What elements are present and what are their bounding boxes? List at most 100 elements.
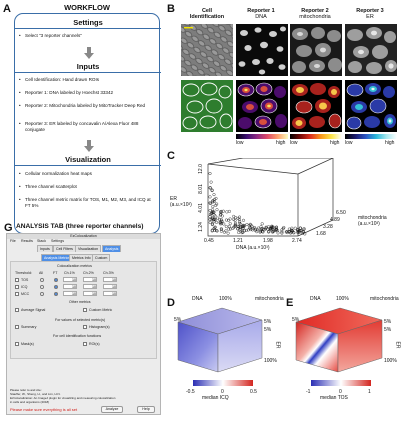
- icq-all-radio[interactable]: [40, 285, 44, 289]
- dna-tick-label: 2.74: [292, 238, 302, 244]
- mito-tick-label: 6.50: [336, 210, 346, 216]
- scatter-point: [256, 228, 260, 232]
- col-title-reporter-1: Reporter 1 DNA: [247, 8, 275, 20]
- average-signal-checkbox[interactable]: [15, 308, 19, 312]
- scatter-point: [208, 201, 212, 205]
- er-heatmap-image: [345, 80, 397, 132]
- scatter-point: [208, 186, 212, 190]
- icq-legend-mid: 0: [221, 389, 224, 395]
- summary-checkbox[interactable]: [15, 325, 19, 329]
- icq-ch2-field[interactable]: 10: [83, 284, 97, 289]
- scatter-point: [289, 228, 293, 232]
- selected-metrics-label: For values of selected metric(s): [55, 318, 106, 322]
- scatter-point: [212, 218, 216, 222]
- top-tick-label: 5%: [292, 317, 300, 323]
- analyze-button[interactable]: Analyze: [101, 406, 123, 413]
- menu-results[interactable]: Results: [21, 239, 33, 243]
- menu-stack[interactable]: Stack: [37, 239, 46, 243]
- histogram-label: Histogram(s): [89, 325, 110, 329]
- icq-legend-max: 0.5: [250, 389, 257, 395]
- tos-ch2-field[interactable]: 10: [83, 277, 97, 282]
- tos-legend-min: -1: [306, 389, 311, 395]
- citation-line: Stauffer, W., Sheng, H., and Lim, H.N.: [10, 392, 61, 396]
- colorbar-low-label: low: [236, 140, 244, 146]
- scatter-point: [232, 217, 236, 221]
- help-button[interactable]: Help: [137, 406, 155, 413]
- dna-heatmap-image: [236, 80, 288, 132]
- analysis-tab-title: ANALYSIS TAB (three reporter channels): [16, 223, 144, 230]
- top-tick-label: 5%: [384, 319, 392, 325]
- scatter-point: [210, 188, 214, 192]
- scatter-point: [208, 215, 212, 219]
- subtab-metrics-info[interactable]: Metrics Info: [69, 254, 94, 261]
- icq-legend-title: median ICQ: [202, 395, 229, 401]
- mask-label: Mask(s): [21, 342, 34, 346]
- menu-settings[interactable]: Settings: [51, 239, 64, 243]
- visualization-item: Cellular normalization heat maps: [19, 171, 157, 177]
- scatter-point: [238, 220, 242, 224]
- average-signal-label: Average Signal: [21, 308, 46, 312]
- top-tick-label: 5%: [174, 317, 182, 323]
- scatter-point: [243, 224, 247, 228]
- scatter-point: [218, 222, 222, 226]
- dna-micrograph: [236, 24, 288, 76]
- scatter-point: [215, 220, 219, 224]
- scatter-point: [212, 213, 216, 217]
- histogram-checkbox[interactable]: [83, 325, 87, 329]
- tos-metric-cube: [295, 307, 383, 373]
- mcc-all-radio[interactable]: [40, 292, 44, 296]
- dna-tick-label: 1.98: [263, 238, 273, 244]
- tos-ch1-field[interactable]: 10: [63, 277, 77, 282]
- mcc-checkbox[interactable]: [15, 292, 19, 296]
- custom-metric-checkbox[interactable]: [83, 308, 87, 312]
- workflow-title: WORKFLOW: [64, 3, 110, 12]
- scatter-point: [224, 218, 228, 222]
- panel-e-label: E: [286, 297, 294, 309]
- mito-axis-title: mitochondria (a.u.×10³): [358, 215, 387, 227]
- scatter-point: [212, 218, 216, 222]
- tos-ch3-field[interactable]: 10: [103, 277, 117, 282]
- tab-visualization[interactable]: Visualization: [75, 245, 102, 252]
- scatter-point: [232, 225, 236, 229]
- mcc-ch3-field[interactable]: 10: [103, 291, 117, 296]
- er-tick-label: 8.01: [197, 184, 204, 194]
- menu-file[interactable]: File: [10, 239, 16, 243]
- mcc-ft-radio[interactable]: [54, 292, 58, 296]
- scatter-point: [226, 231, 230, 235]
- scatter-point: [211, 210, 215, 214]
- icq-checkbox[interactable]: [15, 285, 19, 289]
- icq-ch3-field[interactable]: 10: [103, 284, 117, 289]
- icq-ft-radio[interactable]: [54, 285, 58, 289]
- mcc-ch2-field[interactable]: 10: [83, 291, 97, 296]
- tos-legend-max: 1: [368, 389, 371, 395]
- scatter-point: [248, 226, 252, 230]
- subtab-custom[interactable]: Custom: [92, 254, 111, 261]
- mito-tick-label: 4.89: [330, 217, 340, 223]
- scatter-point: [219, 209, 223, 213]
- scatter-point: [215, 229, 219, 233]
- metric-name: ICQ: [21, 285, 28, 289]
- colorbar-high-label: high: [330, 140, 340, 146]
- roi-checkbox[interactable]: [83, 342, 87, 346]
- scatter-point: [210, 222, 214, 226]
- scatter-point: [233, 223, 237, 227]
- panel-d-label: D: [167, 297, 175, 309]
- mask-checkbox[interactable]: [15, 342, 19, 346]
- tos-ft-radio[interactable]: [54, 278, 58, 282]
- tab-inputs[interactable]: Inputs: [37, 245, 53, 252]
- scatter-point: [271, 229, 275, 233]
- tab-cell-filters[interactable]: Cell Filters: [53, 245, 76, 252]
- scatter-point: [237, 230, 241, 234]
- scatter-point: [276, 231, 280, 235]
- tos-checkbox[interactable]: [15, 278, 19, 282]
- scatter-point: [219, 218, 223, 222]
- tos-all-radio[interactable]: [40, 278, 44, 282]
- tab-analysis[interactable]: Analysis: [102, 245, 122, 252]
- mcc-ch1-field[interactable]: 10: [63, 291, 77, 296]
- scatter-point: [215, 208, 219, 212]
- er-micrograph: [345, 24, 397, 76]
- scatter-point: [245, 222, 249, 226]
- mitochondria-colorbar: [290, 134, 342, 139]
- inputs-item: Reporter 3: ER labeled by concavalin A/A…: [19, 121, 157, 133]
- icq-ch1-field[interactable]: 10: [63, 284, 77, 289]
